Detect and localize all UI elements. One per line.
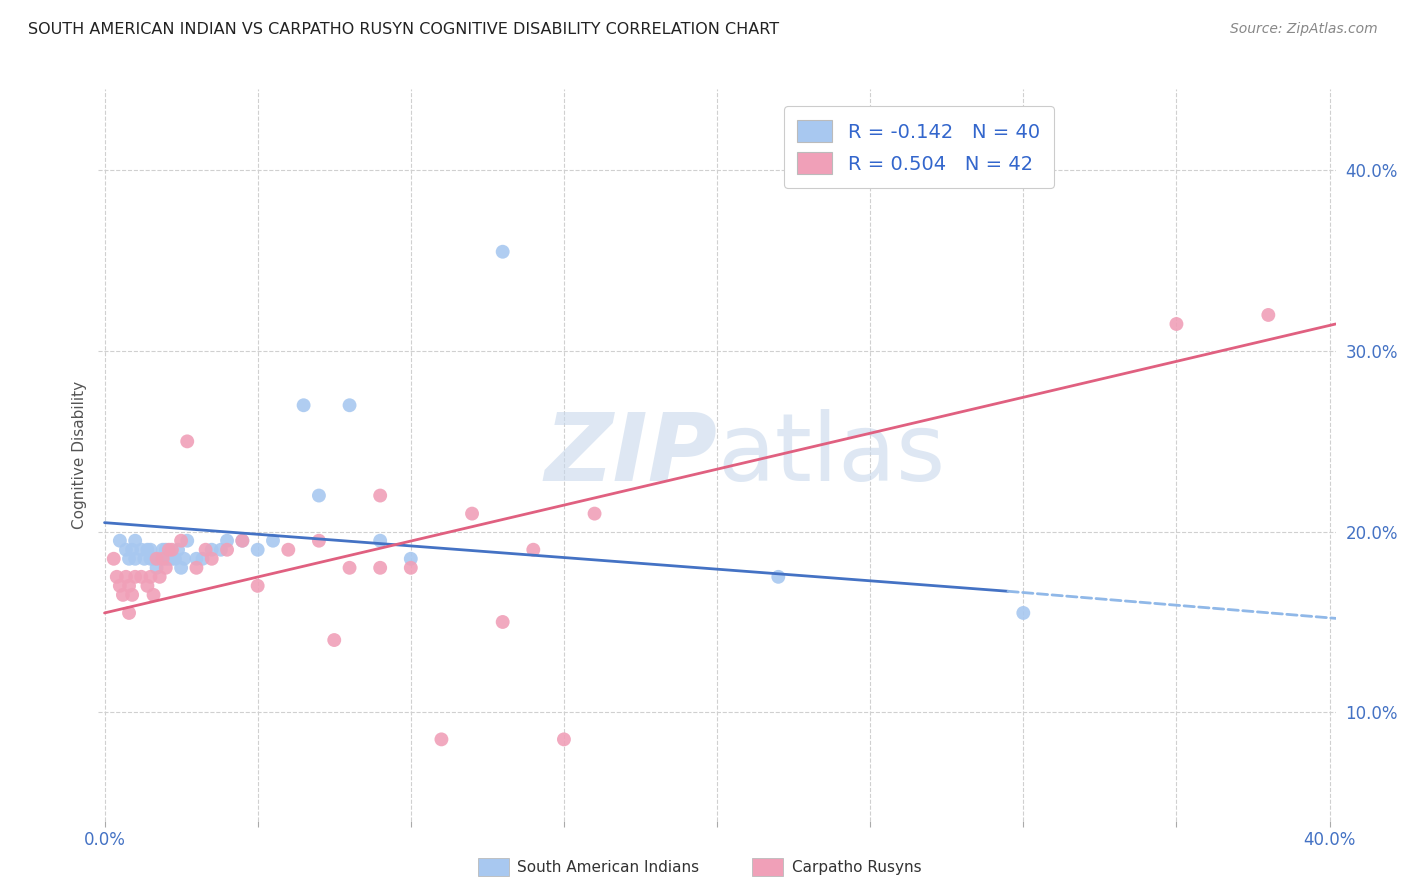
Point xyxy=(129,570,152,584)
Point xyxy=(105,570,128,584)
Point xyxy=(118,579,141,593)
Legend: R = -0.142   N = 40, R = 0.504   N = 42: R = -0.142 N = 40, R = 0.504 N = 42 xyxy=(785,106,1053,188)
Point xyxy=(231,533,253,548)
Point xyxy=(170,533,193,548)
Point xyxy=(115,542,138,557)
Point xyxy=(522,542,544,557)
Point xyxy=(768,570,790,584)
Point xyxy=(155,551,177,566)
Point xyxy=(160,542,183,557)
Point xyxy=(136,542,159,557)
Point xyxy=(142,551,165,566)
Point xyxy=(118,606,141,620)
Point xyxy=(145,551,167,566)
Point xyxy=(176,434,198,449)
Point xyxy=(231,533,253,548)
Point xyxy=(121,542,143,557)
Point xyxy=(277,542,299,557)
Point xyxy=(191,551,214,566)
Text: atlas: atlas xyxy=(717,409,945,501)
Point xyxy=(246,542,269,557)
Point xyxy=(492,244,515,259)
Point xyxy=(399,561,422,575)
Point xyxy=(368,489,391,503)
Text: South American Indians: South American Indians xyxy=(517,860,700,874)
Point xyxy=(111,588,134,602)
Point xyxy=(115,570,138,584)
Point xyxy=(163,551,186,566)
Point xyxy=(124,533,146,548)
Point xyxy=(1257,308,1279,322)
Point xyxy=(186,551,208,566)
Text: Source: ZipAtlas.com: Source: ZipAtlas.com xyxy=(1230,22,1378,37)
Point xyxy=(149,551,172,566)
Point xyxy=(201,542,224,557)
Point xyxy=(139,551,162,566)
Point xyxy=(139,570,162,584)
Point xyxy=(1166,317,1188,331)
Point xyxy=(155,561,177,575)
Point xyxy=(152,542,174,557)
Point xyxy=(399,551,422,566)
Point xyxy=(215,542,238,557)
Point xyxy=(139,542,162,557)
Point xyxy=(170,561,193,575)
Point xyxy=(134,551,156,566)
Point xyxy=(553,732,575,747)
Point xyxy=(368,533,391,548)
Point xyxy=(136,579,159,593)
Point xyxy=(124,570,146,584)
Point xyxy=(129,542,152,557)
Point xyxy=(186,561,208,575)
Point xyxy=(118,551,141,566)
Point xyxy=(1012,606,1035,620)
Point xyxy=(308,489,330,503)
Point xyxy=(121,588,143,602)
Point xyxy=(308,533,330,548)
Point xyxy=(108,579,131,593)
Point xyxy=(155,542,177,557)
Point xyxy=(108,533,131,548)
Point xyxy=(583,507,606,521)
Point xyxy=(124,551,146,566)
Point xyxy=(339,561,361,575)
Text: SOUTH AMERICAN INDIAN VS CARPATHO RUSYN COGNITIVE DISABILITY CORRELATION CHART: SOUTH AMERICAN INDIAN VS CARPATHO RUSYN … xyxy=(28,22,779,37)
Point xyxy=(201,551,224,566)
Point xyxy=(246,579,269,593)
Point xyxy=(149,570,172,584)
Point xyxy=(430,732,453,747)
Point xyxy=(262,533,284,548)
Point xyxy=(173,551,195,566)
Point xyxy=(492,615,515,629)
Point xyxy=(176,533,198,548)
Point xyxy=(157,542,180,557)
Point xyxy=(157,551,180,566)
Point xyxy=(215,533,238,548)
Point xyxy=(145,561,167,575)
Point xyxy=(194,542,217,557)
Point xyxy=(323,633,346,648)
Point xyxy=(152,551,174,566)
Point xyxy=(142,588,165,602)
Point xyxy=(461,507,484,521)
Text: Carpatho Rusyns: Carpatho Rusyns xyxy=(792,860,921,874)
Y-axis label: Cognitive Disability: Cognitive Disability xyxy=(72,381,87,529)
Point xyxy=(339,398,361,412)
Point xyxy=(209,542,232,557)
Text: ZIP: ZIP xyxy=(544,409,717,501)
Point xyxy=(103,551,125,566)
Point xyxy=(167,542,190,557)
Point xyxy=(368,561,391,575)
Point xyxy=(292,398,315,412)
Point xyxy=(160,551,183,566)
